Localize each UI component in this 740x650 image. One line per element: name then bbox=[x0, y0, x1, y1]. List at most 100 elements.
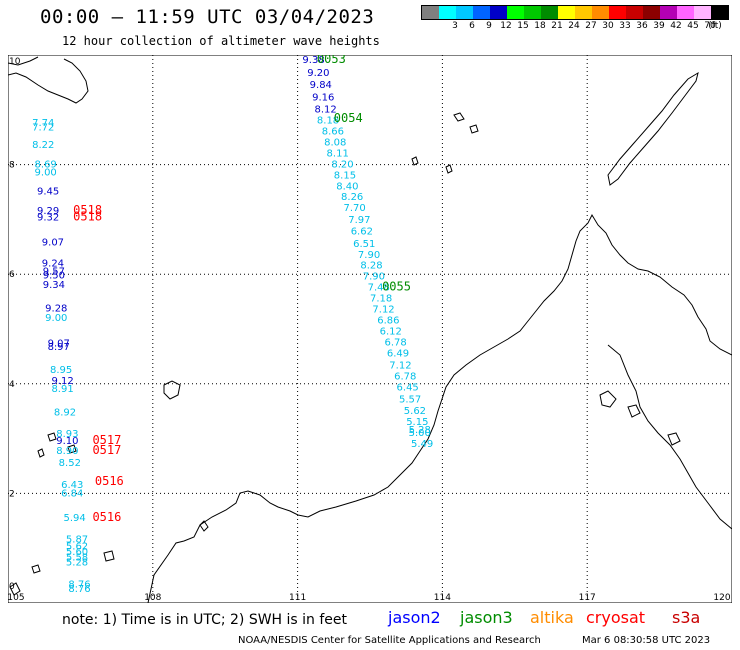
swh-value: 8.95 bbox=[50, 365, 72, 376]
legend-swatch bbox=[592, 6, 609, 19]
swh-value: 9.50 bbox=[43, 271, 65, 282]
swh-value: 5.62 bbox=[404, 406, 426, 417]
swh-value: 7.97 bbox=[348, 215, 370, 226]
anambas-islands bbox=[37, 432, 77, 458]
lat-lon-gridlines bbox=[8, 55, 732, 603]
swh-value: 8.40 bbox=[336, 181, 358, 192]
swh-value: 9.07 bbox=[42, 238, 64, 249]
swh-value: 7.12 bbox=[389, 360, 411, 371]
swh-value: 5.62 bbox=[66, 541, 88, 552]
swh-value: 5.57 bbox=[399, 394, 421, 405]
swh-value: 5.28 bbox=[409, 425, 431, 436]
palawan-coastline bbox=[607, 71, 699, 186]
pass-time-label: 0516 bbox=[92, 510, 121, 524]
swh-value: 7.72 bbox=[32, 123, 54, 134]
satellite-legend-s3a: s3a bbox=[672, 608, 701, 627]
swh-value: 5.94 bbox=[64, 513, 86, 524]
swh-value: 6.86 bbox=[377, 316, 399, 327]
borneo-east-coast bbox=[607, 344, 732, 530]
swh-value: 9.32 bbox=[37, 212, 59, 223]
longitude-tick-label: 108 bbox=[144, 593, 161, 603]
legend-tick-label: 24 bbox=[568, 21, 580, 31]
swh-value: 5.49 bbox=[411, 439, 433, 450]
legend-swatch bbox=[711, 6, 728, 19]
pass-time-label: 0517 bbox=[92, 443, 121, 457]
longitude-tick-label: 105 bbox=[8, 593, 25, 603]
swh-value: 7.18 bbox=[370, 294, 392, 305]
swh-value: 5.58 bbox=[66, 552, 88, 563]
swh-value: 9.00 bbox=[45, 313, 67, 324]
vietnam-coastline bbox=[8, 56, 89, 104]
swh-value: 8.22 bbox=[32, 140, 54, 151]
legend-swatch bbox=[490, 6, 507, 19]
swh-value: 7.12 bbox=[372, 305, 394, 316]
swh-value: 6.78 bbox=[394, 371, 416, 382]
swh-value: 8.52 bbox=[59, 458, 81, 469]
swh-value: 8.11 bbox=[327, 148, 349, 159]
latitude-tick-label: 8 bbox=[9, 161, 15, 171]
legend-tick-label: 70 bbox=[704, 21, 716, 31]
legend-tick-label: 9 bbox=[486, 21, 492, 31]
latitude-tick-label: 4 bbox=[9, 380, 15, 390]
legend-swatch bbox=[660, 6, 677, 19]
legend-swatch bbox=[456, 6, 473, 19]
swh-value: 8.76 bbox=[68, 584, 90, 595]
legend-tick-label: 30 bbox=[602, 21, 614, 31]
swh-value: 8.93 bbox=[56, 429, 78, 440]
swh-value: 9.45 bbox=[37, 187, 59, 198]
legend-swatch bbox=[694, 6, 711, 19]
swh-value: 6.51 bbox=[353, 239, 375, 250]
coastlines bbox=[8, 56, 732, 603]
swh-value: 8.92 bbox=[54, 408, 76, 419]
satellite-legend-cryosat: cryosat bbox=[586, 608, 646, 627]
latitude-tick-label: 6 bbox=[9, 270, 15, 280]
swh-value: 8.76 bbox=[68, 580, 90, 591]
page-title: 00:00 – 11:59 UTC 03/04/2023 bbox=[40, 6, 375, 28]
swh-value: 6.45 bbox=[397, 382, 419, 393]
legend-tick-label: 21 bbox=[551, 21, 563, 31]
legend-swatch bbox=[677, 6, 694, 19]
swh-value: 9.84 bbox=[310, 80, 332, 91]
spratly-reefs bbox=[411, 112, 479, 174]
swh-value: 7.90 bbox=[358, 250, 380, 261]
swh-value: 9.24 bbox=[42, 259, 64, 270]
swh-value: 5.00 bbox=[409, 428, 431, 439]
legend-tick-label: 27 bbox=[585, 21, 597, 31]
legend-swatch bbox=[422, 6, 439, 19]
longitude-tick-label: 111 bbox=[289, 593, 306, 603]
legend-tick-label: 39 bbox=[653, 21, 665, 31]
swh-value: 9.20 bbox=[307, 68, 329, 79]
swh-value: 9.57 bbox=[43, 267, 65, 278]
generated-timestamp: Mar 6 08:30:58 UTC 2023 bbox=[582, 635, 711, 646]
swh-value: 7.90 bbox=[363, 272, 385, 283]
longitude-tick-label: 117 bbox=[579, 593, 596, 603]
legend-swatch bbox=[473, 6, 490, 19]
legend-tick-label: 36 bbox=[636, 21, 648, 31]
swh-value: 8.15 bbox=[334, 170, 356, 181]
pass-time-label: 0516 bbox=[95, 474, 124, 488]
swh-value: 5.60 bbox=[66, 547, 88, 558]
swh-value: 6.12 bbox=[380, 326, 402, 337]
swh-value: 9.29 bbox=[37, 206, 59, 217]
legend-swatch bbox=[643, 6, 660, 19]
swh-value: 9.16 bbox=[312, 92, 334, 103]
latitude-tick-label: 2 bbox=[9, 489, 15, 499]
swh-value: 7.74 bbox=[32, 118, 54, 129]
legend-swatch bbox=[626, 6, 643, 19]
legend-swatch bbox=[524, 6, 541, 19]
legend-tick-label: 18 bbox=[534, 21, 546, 31]
satellite-legend-jason2: jason2 bbox=[388, 608, 441, 627]
color-legend-labels: 3 6 9 12 15 18 21 24 27 30 33 36 39 42 45 70 (ft) bbox=[421, 20, 727, 32]
swh-value: 8.97 bbox=[48, 342, 70, 353]
legend-swatch bbox=[575, 6, 592, 19]
legend-unit: (ft) bbox=[708, 21, 722, 31]
swh-value: 7.48 bbox=[368, 283, 390, 294]
latitude-tick-label: 0 bbox=[9, 582, 15, 592]
swh-values: 9.38 9.209.849.16 8.128.188.668.088.118.20… bbox=[32, 55, 433, 595]
legend-tick-label: 6 bbox=[469, 21, 475, 31]
color-legend: 3 6 9 12 15 18 21 24 27 30 33 36 39 42 45 70 (ft) bbox=[421, 5, 729, 32]
sulu-islands bbox=[599, 390, 681, 446]
swh-value: 9.28 bbox=[45, 303, 67, 314]
swh-value: 5.28 bbox=[66, 558, 88, 569]
pass-time-label: 0517 bbox=[92, 433, 121, 447]
